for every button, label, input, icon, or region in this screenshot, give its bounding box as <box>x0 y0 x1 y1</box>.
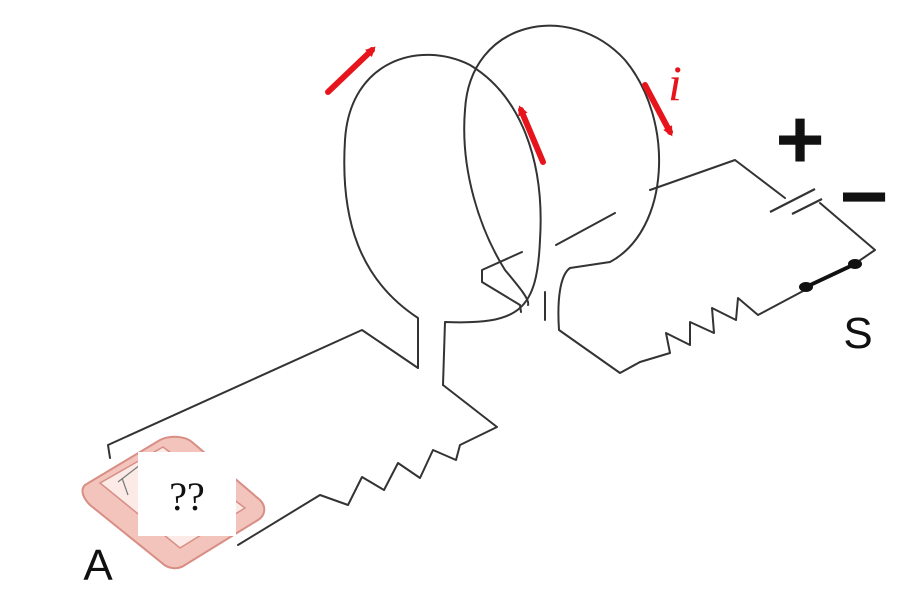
arrow-primary-inner-icon <box>518 105 546 165</box>
current-label: i <box>668 55 682 111</box>
primary-circuit <box>107 53 542 546</box>
primary-loop-coil <box>343 53 542 386</box>
ammeter-needle-icon <box>117 464 141 496</box>
arrow-secondary-icon <box>642 82 673 137</box>
switch-label: S <box>843 309 872 358</box>
battery-minus-label: − <box>839 149 888 243</box>
battery-plus-label: + <box>775 92 824 186</box>
ammeter-label: A <box>83 541 113 590</box>
battery-short-plate <box>791 198 823 215</box>
ammeter: ?? <box>81 435 266 570</box>
secondary-right-lead <box>819 202 876 264</box>
secondary-loop-inner <box>463 109 530 306</box>
secondary-loop-ring <box>464 24 661 374</box>
secondary-loop-coil <box>481 159 786 313</box>
arrow-primary-top-icon <box>325 46 376 95</box>
primary-upper-lead <box>107 329 419 459</box>
resistor-secondary <box>639 289 806 363</box>
battery-long-plate <box>769 188 816 213</box>
ammeter-reading: ?? <box>169 474 205 519</box>
secondary-circuit <box>463 24 876 374</box>
current-arrows <box>325 46 673 165</box>
ammeter-reading-box <box>138 452 236 536</box>
switch-s <box>799 259 862 292</box>
primary-lower-lead <box>237 384 498 546</box>
